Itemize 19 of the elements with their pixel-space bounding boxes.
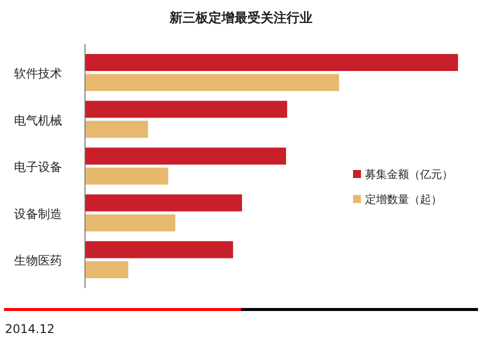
chart-title: 新三板定增最受关注行业 bbox=[168, 10, 312, 26]
bar bbox=[85, 100, 288, 118]
bar bbox=[85, 194, 242, 212]
bar bbox=[85, 241, 234, 258]
bar bbox=[85, 168, 168, 185]
y-tick-label: 生物医药 bbox=[14, 254, 62, 268]
bar bbox=[85, 148, 286, 165]
legend-label: 定增数量（起） bbox=[365, 193, 442, 206]
bar bbox=[85, 261, 128, 278]
bar bbox=[85, 120, 148, 138]
y-tick-label: 设备制造 bbox=[14, 206, 62, 221]
bar bbox=[85, 54, 458, 71]
legend-label: 募集金额（亿元） bbox=[365, 168, 453, 181]
y-tick-label: 电气机械 bbox=[14, 113, 62, 128]
y-tick-label: 电子设备 bbox=[14, 160, 62, 174]
y-tick-label: 软件技术 bbox=[14, 66, 62, 80]
bar bbox=[85, 74, 340, 91]
text: 2014.12 bbox=[5, 322, 55, 336]
bar bbox=[85, 214, 176, 232]
